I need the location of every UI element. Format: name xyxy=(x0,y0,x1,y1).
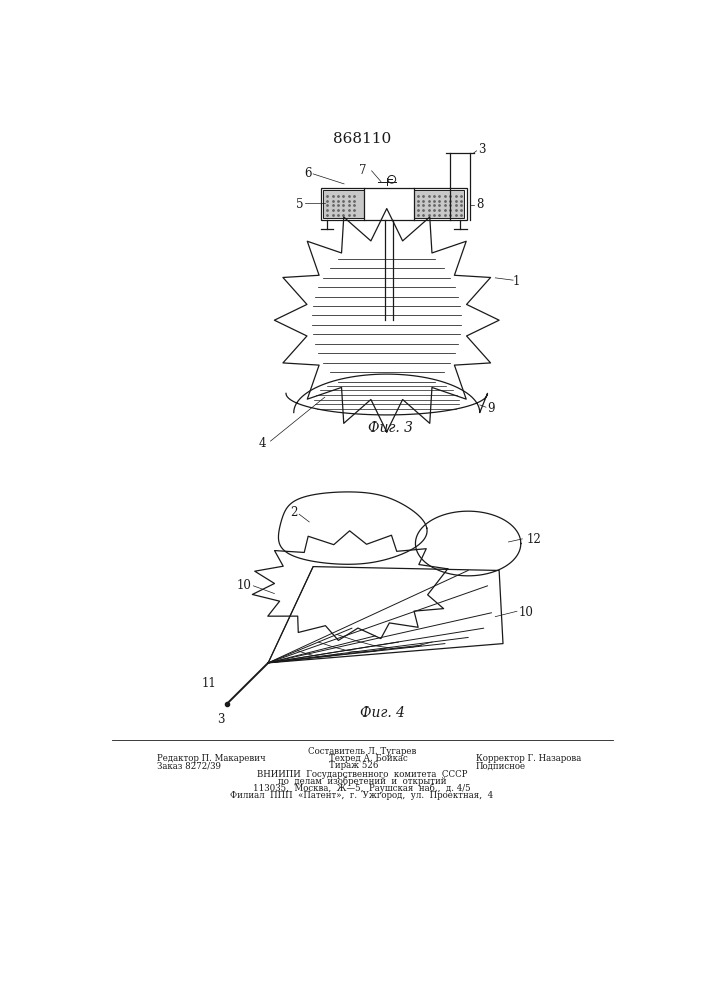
Text: 868110: 868110 xyxy=(333,132,391,146)
Text: 3: 3 xyxy=(217,713,225,726)
Bar xyxy=(321,188,467,220)
Text: 9: 9 xyxy=(488,402,495,415)
Text: 4: 4 xyxy=(259,437,267,450)
Text: Тираж 526: Тираж 526 xyxy=(329,761,378,770)
Text: по  делам  изобретений  и  открытий: по делам изобретений и открытий xyxy=(278,777,446,786)
Text: 3: 3 xyxy=(478,143,486,156)
Text: 2: 2 xyxy=(291,506,298,519)
Text: Составитель Л. Тугарев: Составитель Л. Тугарев xyxy=(308,747,416,756)
Text: 10: 10 xyxy=(236,579,251,592)
Text: 6: 6 xyxy=(304,167,312,180)
Text: 10: 10 xyxy=(518,606,533,619)
Text: 113035,  Москва,  Ж—5,  Раушская  наб.,  д. 4/5: 113035, Москва, Ж—5, Раушская наб., д. 4… xyxy=(253,784,471,793)
Text: Техред А. Бойкас: Техред А. Бойкас xyxy=(329,754,407,763)
Text: 1: 1 xyxy=(513,275,520,288)
Text: 7: 7 xyxy=(359,164,367,177)
Text: 12: 12 xyxy=(526,533,541,546)
Text: Редактор П. Макаревич: Редактор П. Макаревич xyxy=(156,754,265,763)
Bar xyxy=(414,190,464,218)
Bar xyxy=(323,190,363,218)
Text: Корректор Г. Назарова: Корректор Г. Назарова xyxy=(476,754,581,763)
Text: Филиал  ППП  «Патент»,  г.  Ужгород,  ул.  Проектная,  4: Филиал ППП «Патент», г. Ужгород, ул. Про… xyxy=(230,791,493,800)
Text: Подписное: Подписное xyxy=(476,761,526,770)
Text: Заказ 8272/39: Заказ 8272/39 xyxy=(156,761,221,770)
Text: 5: 5 xyxy=(296,198,304,211)
Text: Фиг. 4: Фиг. 4 xyxy=(361,706,405,720)
Text: Фиг. 3: Фиг. 3 xyxy=(368,421,413,435)
Text: 8: 8 xyxy=(476,198,484,211)
Text: 11: 11 xyxy=(201,677,216,690)
Text: ВНИИПИ  Государственного  комитета  СССР: ВНИИПИ Государственного комитета СССР xyxy=(257,770,467,779)
